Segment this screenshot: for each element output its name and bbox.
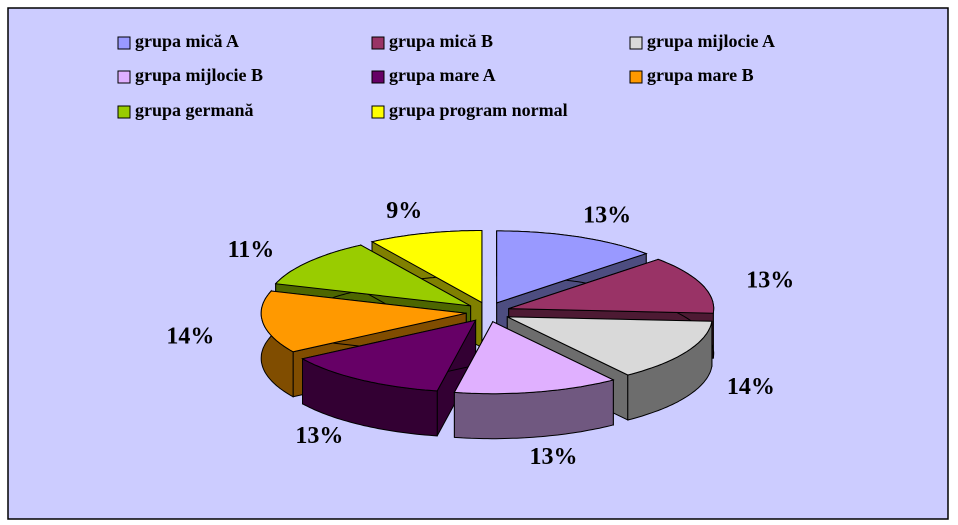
legend-label: grupa mare A (389, 65, 496, 85)
pie-slice (301, 319, 477, 437)
data-label: 11% (228, 237, 275, 263)
slice-top (508, 258, 715, 314)
legend-label: grupa mare B (647, 65, 754, 85)
legend-swatch (117, 70, 131, 84)
data-label: 14% (727, 374, 775, 400)
data-label: 13% (746, 268, 794, 294)
slice-top (507, 316, 713, 376)
legend-swatch (629, 70, 643, 84)
legend-swatch (371, 36, 385, 50)
data-label: 9% (386, 198, 422, 224)
data-label: 14% (166, 323, 214, 349)
legend-label: grupa mijlocie A (647, 31, 775, 51)
legend-label: grupa germană (135, 100, 254, 120)
slice-top (370, 230, 483, 304)
slice-top (301, 319, 477, 392)
legend-swatch (371, 105, 385, 119)
pie-slice (453, 320, 615, 440)
slice-top (453, 321, 615, 395)
legend-label: grupa mijlocie B (135, 65, 263, 85)
legend-swatch (629, 36, 643, 50)
legend-swatch (371, 70, 385, 84)
legend-label: grupa program normal (389, 100, 568, 120)
legend-swatch (117, 36, 131, 50)
data-label: 13% (529, 444, 577, 470)
slice-top (274, 244, 471, 307)
data-label: 13% (295, 423, 343, 449)
legend-swatch (117, 105, 131, 119)
slice-top (496, 230, 648, 304)
slice-top (260, 290, 467, 353)
legend-label: grupa mică A (135, 31, 239, 51)
legend-label: grupa mică B (389, 31, 493, 51)
data-label: 13% (583, 203, 631, 229)
